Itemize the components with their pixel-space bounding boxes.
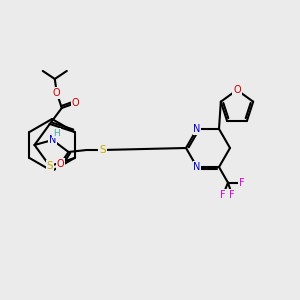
Text: O: O (53, 88, 61, 98)
Text: N: N (193, 162, 201, 172)
Text: F: F (220, 190, 226, 200)
Text: N: N (193, 124, 201, 134)
Text: S: S (46, 161, 53, 171)
Text: H: H (53, 128, 60, 137)
Text: O: O (57, 159, 64, 169)
Text: O: O (72, 98, 80, 108)
Text: S: S (99, 145, 106, 155)
Text: N: N (49, 135, 56, 145)
Text: F: F (239, 178, 245, 188)
Text: O: O (233, 85, 241, 95)
Text: F: F (229, 190, 235, 200)
